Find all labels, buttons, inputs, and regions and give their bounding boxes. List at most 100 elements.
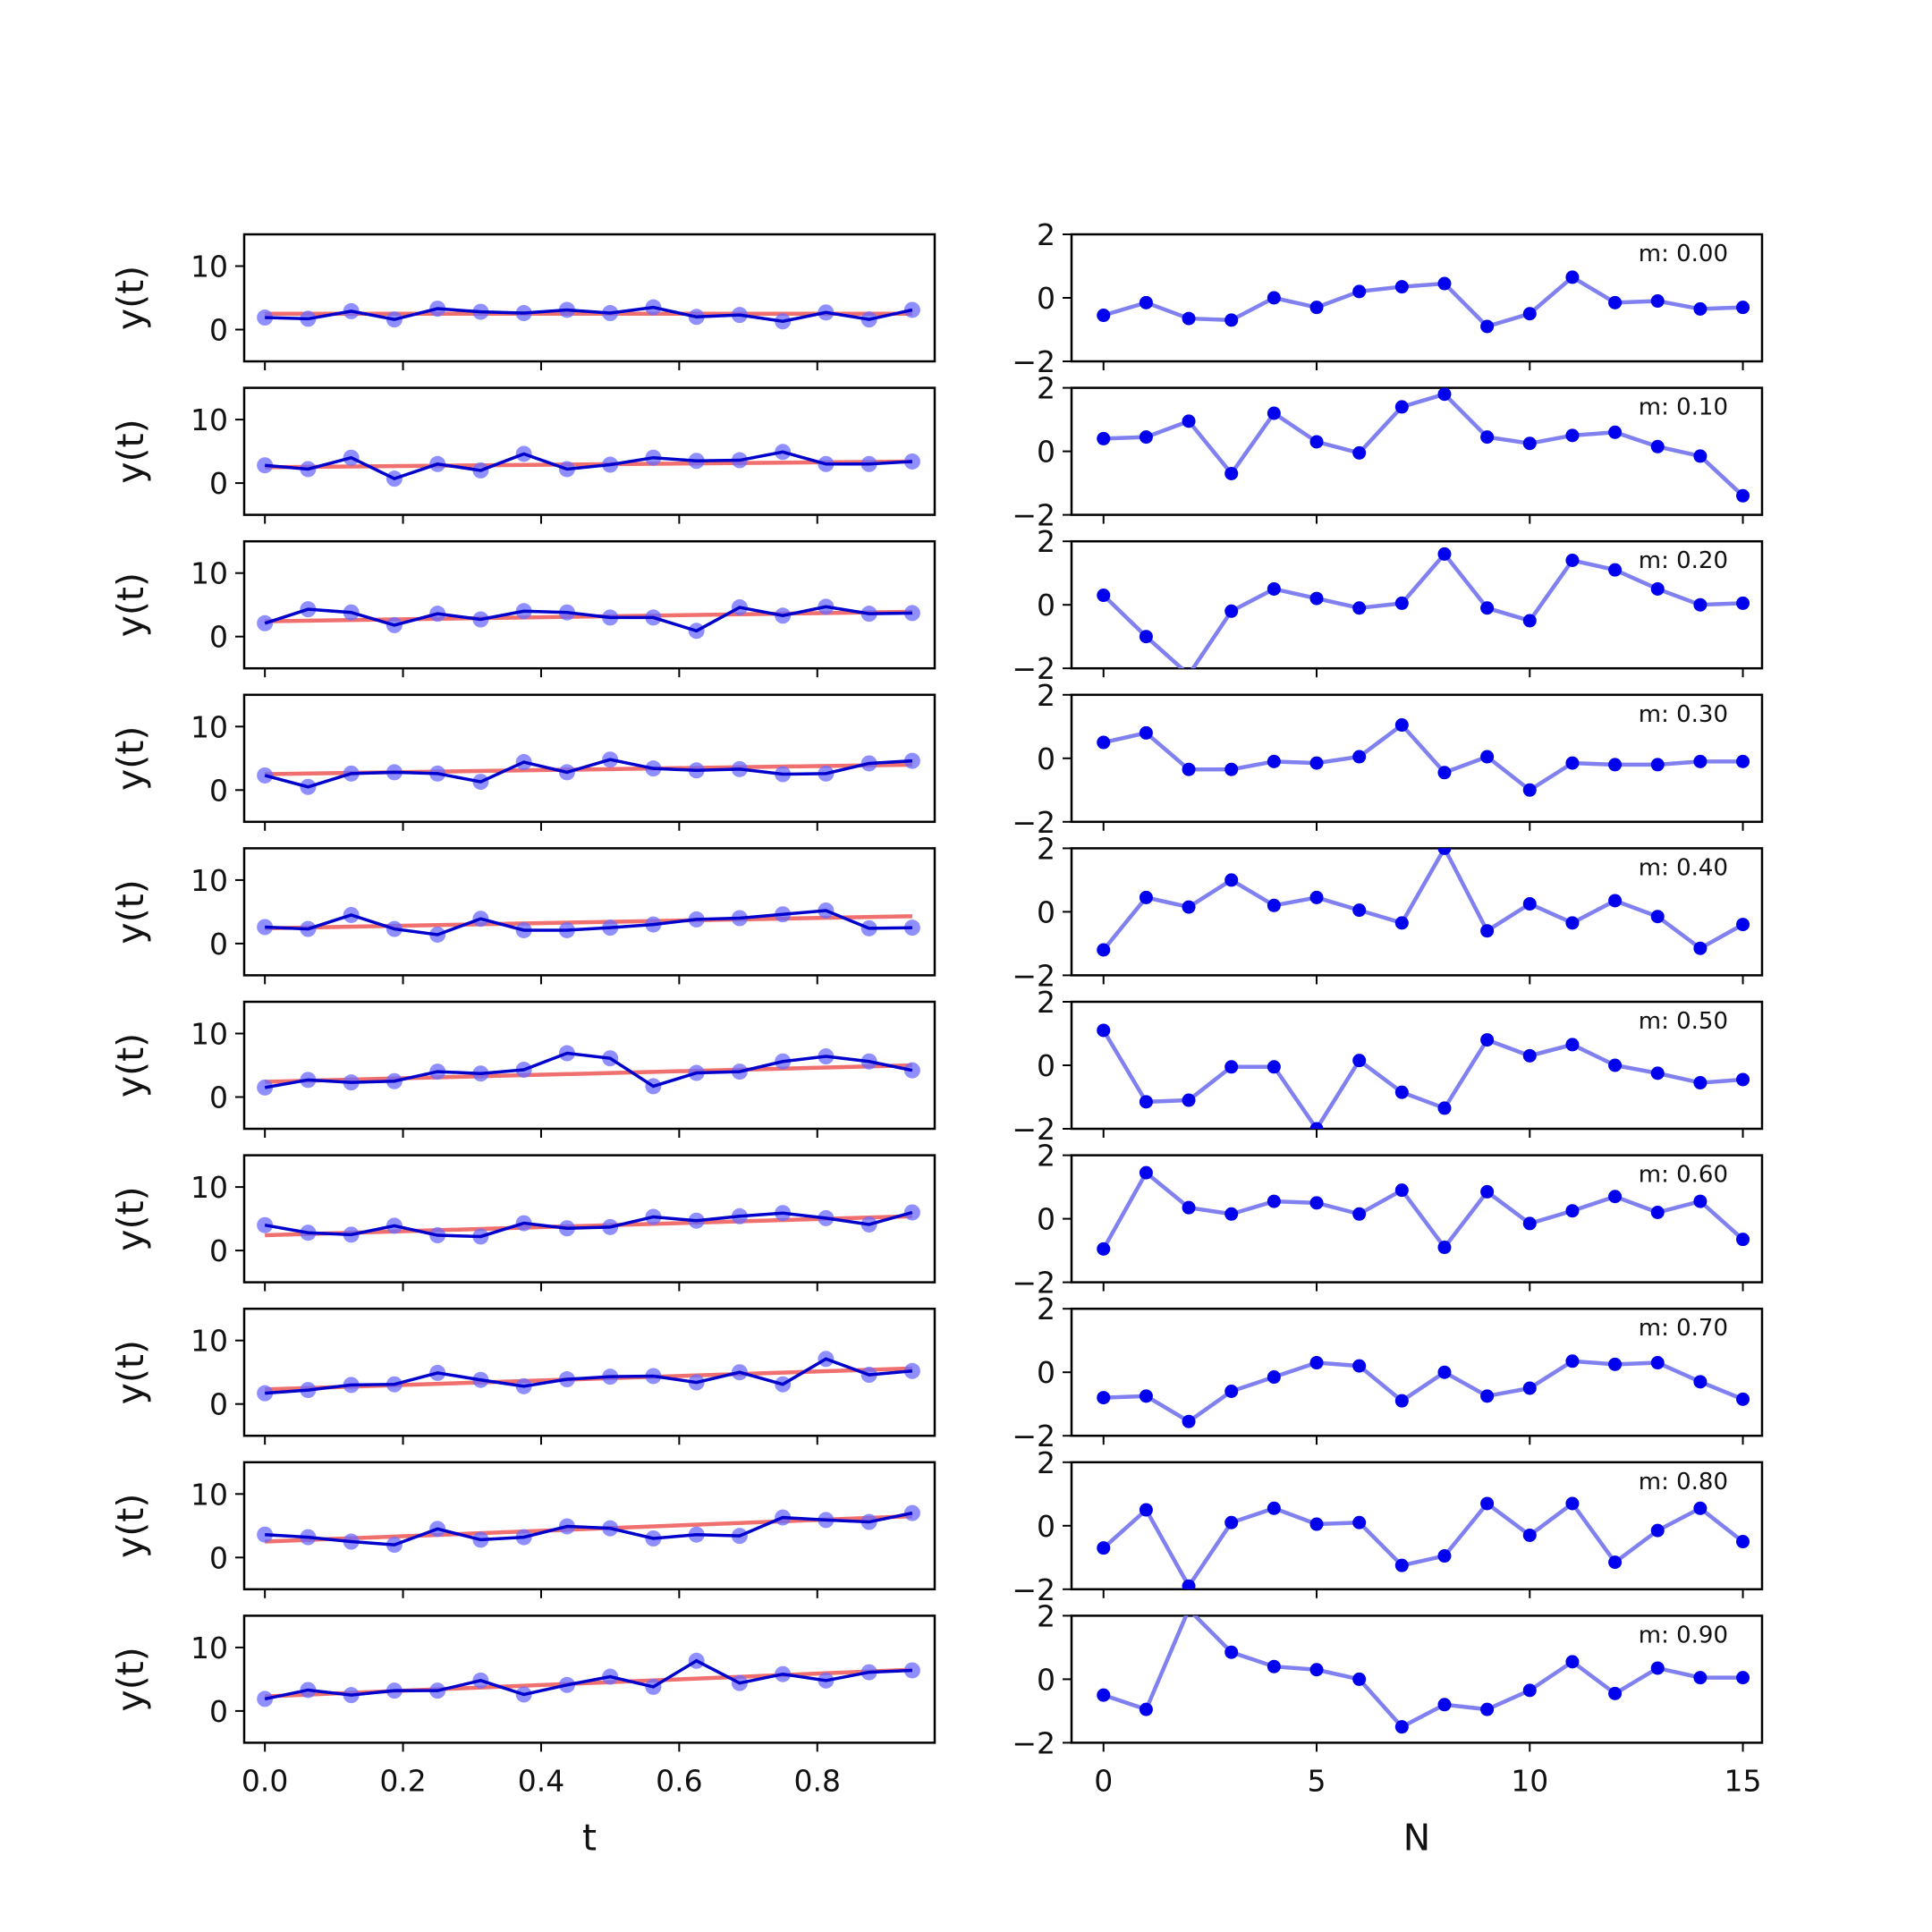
noise-point: [1650, 1066, 1665, 1080]
y-tick-label: −2: [1012, 1572, 1055, 1607]
noise-point: [1394, 1085, 1409, 1099]
left-panel-8: 0 10 y(t): [109, 1461, 936, 1598]
noise-point: [1394, 1558, 1409, 1572]
y-tick-label: −2: [1012, 1725, 1055, 1760]
noise-point: [1224, 313, 1239, 327]
noise-point: [1437, 276, 1452, 291]
noise-point: [1097, 1688, 1111, 1702]
subplot-row-0: 0 10 y(t) −2 0 2 m: 0.00: [109, 217, 1764, 379]
noise-point: [1182, 311, 1196, 326]
y-tick-label: 10: [191, 1170, 228, 1205]
left-panel-frame: [242, 233, 936, 363]
observed-line: [264, 1658, 912, 1701]
y-tick-label: 0: [209, 620, 228, 655]
y-tick-label: 2: [1037, 371, 1055, 406]
noise-point: [1480, 601, 1495, 615]
noise-series: [1097, 1496, 1750, 1589]
noise-point: [1352, 1672, 1367, 1686]
slope-annotation: m: 0.80: [1639, 1469, 1728, 1496]
left-y-axis-label: y(t): [109, 1340, 152, 1404]
noise-point: [1608, 1058, 1623, 1072]
noise-point: [1182, 762, 1196, 776]
noise-point: [1480, 1496, 1495, 1511]
noise-point: [1650, 439, 1665, 453]
noise-point: [1139, 725, 1153, 740]
y-tick-label: 0: [1037, 741, 1055, 776]
noise-point: [1182, 1200, 1196, 1215]
y-tick-label: 0: [1037, 1662, 1055, 1697]
y-tick-label: 10: [191, 556, 228, 591]
noise-point: [1693, 301, 1707, 316]
noise-point: [1352, 1207, 1367, 1221]
y-tick-label: 0: [209, 1540, 228, 1575]
noise-point: [1437, 1365, 1452, 1379]
noise-point: [1437, 848, 1452, 855]
slope-annotation: m: 0.40: [1639, 854, 1728, 881]
noise-point: [1309, 435, 1324, 449]
noise-point: [1480, 319, 1495, 334]
noise-point: [1565, 270, 1580, 284]
y-tick-label: 0: [209, 1080, 228, 1115]
noise-point: [1480, 430, 1495, 445]
right-panel-1: −2 0 2 m: 0.10: [1012, 371, 1764, 533]
noise-point: [1182, 1579, 1196, 1589]
noise-line: [1101, 848, 1744, 952]
noise-point: [1693, 449, 1707, 463]
y-tick-label: 2: [1037, 1139, 1055, 1174]
x-tick-label: 0.8: [794, 1763, 841, 1798]
trend-line: [265, 1214, 912, 1238]
noise-point: [1693, 941, 1707, 955]
y-tick-label: 0: [209, 1233, 228, 1268]
right-panel-0: −2 0 2 m: 0.00: [1012, 217, 1764, 379]
noise-line: [1103, 275, 1743, 329]
noise-point: [1693, 1194, 1707, 1208]
noise-point: [1097, 1241, 1111, 1256]
noise-point: [1267, 754, 1281, 768]
noise-line: [1103, 392, 1745, 497]
noise-point: [1650, 1356, 1665, 1370]
y-tick-label: 10: [191, 250, 228, 284]
y-tick-label: −2: [1012, 1112, 1055, 1147]
y-tick-label: 10: [191, 402, 228, 437]
noise-series: [1097, 1023, 1750, 1129]
noise-point: [1224, 604, 1239, 618]
y-tick-label: 2: [1037, 678, 1055, 713]
y-tick-label: −2: [1012, 651, 1055, 686]
noise-series: [1097, 1165, 1750, 1256]
slope-annotation: m: 0.00: [1639, 241, 1728, 267]
noise-point: [1522, 1528, 1537, 1542]
left-y-axis-label: y(t): [109, 1033, 152, 1097]
noise-point: [1608, 295, 1623, 309]
noise-point: [1182, 1414, 1196, 1428]
noise-point: [1309, 1663, 1324, 1677]
y-tick-label: 0: [209, 466, 228, 501]
noise-point: [1437, 547, 1452, 561]
y-tick-label: 0: [209, 313, 228, 348]
noise-point: [1186, 1615, 1191, 1616]
noise-point: [1394, 916, 1409, 930]
y-tick-label: −2: [1012, 498, 1055, 533]
left-panel-7: 0 10 y(t): [109, 1307, 936, 1445]
noise-point: [1736, 1233, 1750, 1247]
trend-line: [265, 914, 912, 931]
right-panel-5: −2 0 2 m: 0.50: [1012, 985, 1764, 1147]
noise-point: [1309, 1517, 1324, 1531]
y-tick-label: 0: [209, 1387, 228, 1422]
right-panel-3: −2 0 2 m: 0.30: [1012, 678, 1764, 840]
noise-line: [1103, 1359, 1744, 1424]
noise-point: [1097, 431, 1111, 445]
y-tick-label: 0: [1037, 1048, 1055, 1083]
noise-point: [1182, 1093, 1196, 1107]
right-panel-2: −2 0 2 m: 0.20: [1012, 524, 1764, 686]
noise-point: [1352, 1515, 1367, 1530]
noise-point: [1565, 1204, 1580, 1218]
noise-point: [1736, 488, 1750, 503]
subplot-row-7: 0 10 y(t) −2 0 2 m: 0.70: [109, 1292, 1764, 1453]
right-panel-frame: [1070, 693, 1764, 824]
right-panel-frame: [1070, 1000, 1764, 1131]
noise-point: [1139, 1165, 1153, 1180]
y-tick-label: 0: [209, 1694, 228, 1729]
y-tick-label: 2: [1037, 1598, 1055, 1633]
y-tick-label: 0: [1037, 894, 1055, 929]
right-panel-frame: [1070, 386, 1764, 516]
